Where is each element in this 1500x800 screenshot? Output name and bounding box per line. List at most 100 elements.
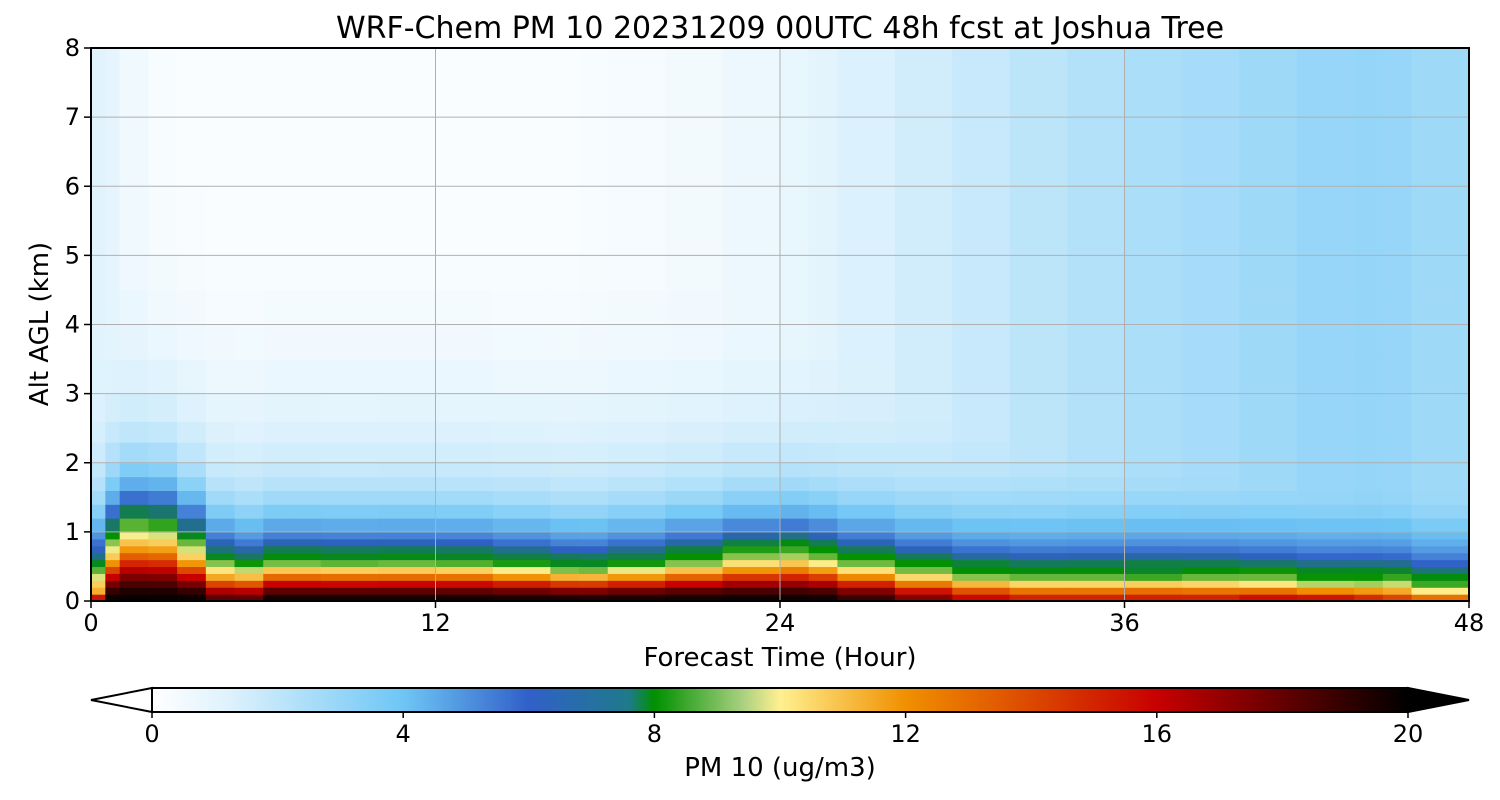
heatmap-cell: [808, 289, 839, 326]
heatmap-cell: [378, 594, 437, 602]
heatmap-cell: [722, 117, 781, 187]
heatmap-cell: [263, 559, 293, 568]
heatmap-cell: [205, 289, 236, 326]
heatmap-cell: [320, 421, 379, 443]
heatmap-cell: [550, 117, 580, 187]
heatmap-cell: [1239, 255, 1298, 291]
heatmap-cell: [808, 48, 839, 118]
heatmap-cell: [837, 255, 896, 291]
heatmap-cell: [263, 48, 293, 118]
heatmap-cell: [263, 587, 293, 595]
heatmap-cell: [1124, 552, 1183, 561]
heatmap-cell: [665, 476, 724, 491]
heatmap-cell: [119, 545, 150, 554]
heatmap-cell: [1181, 587, 1240, 595]
heatmap-cell: [780, 255, 810, 291]
heatmap-cell: [1009, 359, 1068, 395]
x-tick-label: 24: [765, 609, 796, 637]
heatmap-cell: [1181, 186, 1240, 256]
colorbar-frame: [151, 687, 1409, 713]
heatmap-cell: [378, 587, 437, 595]
heatmap-cell: [1296, 476, 1355, 491]
heatmap-cell: [607, 359, 666, 395]
heatmap-cell: [1124, 566, 1183, 574]
heatmap-cell: [607, 186, 666, 256]
heatmap-cell: [722, 48, 781, 118]
heatmap-cell: [492, 421, 551, 443]
heatmap-cell: [1296, 518, 1355, 533]
heatmap-cell: [291, 393, 322, 422]
heatmap-cell: [780, 324, 810, 360]
heatmap-cell: [1354, 117, 1384, 187]
colorbar: 0 4 8 12 16 20 PM 10 (ug/m3): [90, 686, 1470, 783]
heatmap-cell: [205, 545, 236, 554]
heatmap-cell: [952, 518, 1011, 533]
colorbar-tick-label: 4: [396, 720, 411, 748]
heatmap-cell: [780, 573, 810, 581]
heatmap-cell: [550, 490, 580, 505]
heatmap-cell: [722, 573, 781, 581]
heatmap-cell: [952, 359, 1011, 395]
heatmap-cell: [952, 289, 1011, 326]
heatmap-cell: [1411, 359, 1470, 395]
heatmap-cell: [780, 393, 810, 422]
heatmap-cell: [1354, 559, 1384, 568]
y-axis-ticks: 0 1 2 3 4 5 6 7 8: [65, 34, 91, 615]
heatmap-cell: [550, 324, 580, 360]
colorbar-tick-label: 12: [890, 720, 921, 748]
heatmap-cell: [291, 518, 322, 533]
heatmap-cell: [1067, 580, 1126, 588]
heatmap-cell: [1239, 289, 1298, 326]
heatmap-cell: [234, 442, 264, 464]
heatmap-cell: [205, 462, 236, 478]
heatmap-cell: [952, 559, 1011, 568]
heatmap-cell: [492, 552, 551, 561]
heatmap-cell: [808, 255, 839, 291]
heatmap-cell: [894, 518, 953, 533]
heatmap-cell: [1239, 186, 1298, 256]
heatmap-cell: [320, 594, 379, 602]
heatmap-cell: [291, 552, 322, 561]
heatmap-cell: [1354, 476, 1384, 491]
heatmap-cell: [665, 393, 724, 422]
heatmap-cell: [665, 324, 724, 360]
heatmap-cell: [1296, 442, 1355, 464]
heatmap-cell: [780, 545, 810, 554]
heatmap-cell: [148, 462, 178, 478]
heatmap-cell: [263, 504, 293, 519]
heatmap-cell: [1067, 324, 1126, 360]
heatmap-cell: [1124, 442, 1183, 464]
heatmap-cell: [1239, 594, 1298, 602]
heatmap-cell: [320, 504, 379, 519]
heatmap-cell: [177, 545, 207, 554]
heatmap-cell: [105, 545, 121, 554]
heatmap-cell: [837, 490, 896, 505]
heatmap-cell: [1067, 518, 1126, 533]
heatmap-cell: [665, 587, 724, 595]
heatmap-cell: [1181, 594, 1240, 602]
heatmap-cell: [1239, 393, 1298, 422]
heatmap-cell: [1411, 504, 1470, 519]
heatmap-cell: [435, 580, 494, 588]
heatmap-cell: [263, 421, 293, 443]
heatmap-cell: [837, 48, 896, 118]
heatmap-cell: [1009, 566, 1068, 574]
heatmap-cell: [780, 587, 810, 595]
heatmap-cell: [1009, 476, 1068, 491]
heatmap-cell: [234, 421, 264, 443]
heatmap-cell: [148, 421, 178, 443]
heatmap-cell: [105, 421, 121, 443]
heatmap-cell: [1009, 559, 1068, 568]
heatmap-cell: [952, 490, 1011, 505]
heatmap-cell: [234, 504, 264, 519]
heatmap-cell: [1239, 573, 1298, 581]
heatmap-cell: [894, 393, 953, 422]
heatmap-cell: [263, 573, 293, 581]
heatmap-cell: [148, 545, 178, 554]
heatmap-cell: [1124, 289, 1183, 326]
heatmap-cell: [1181, 117, 1240, 187]
heatmap-cell: [177, 48, 207, 118]
heatmap-cell: [952, 594, 1011, 602]
heatmap-cell: [378, 552, 437, 561]
heatmap-cell: [1382, 393, 1413, 422]
